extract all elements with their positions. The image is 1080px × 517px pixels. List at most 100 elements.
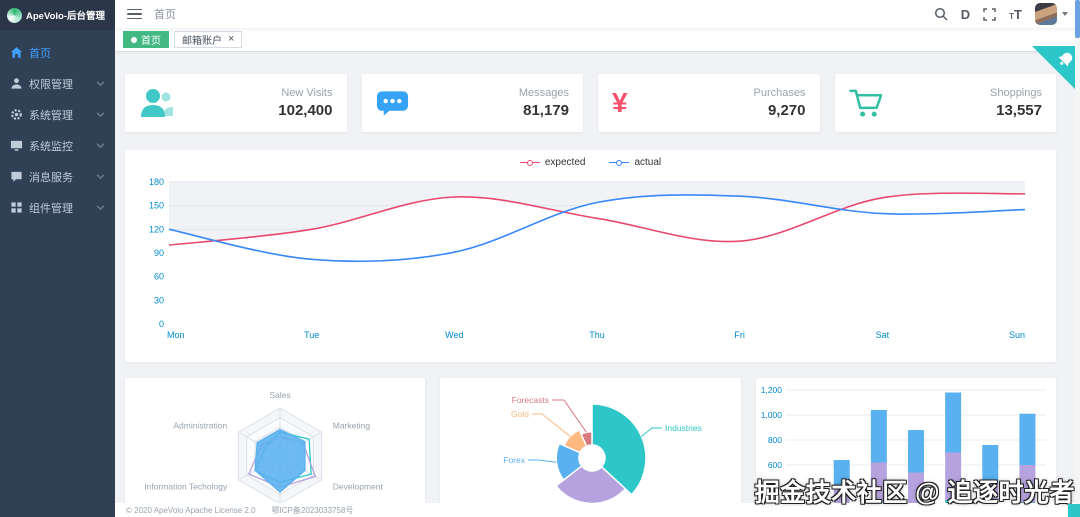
pie-slice-technology <box>555 464 627 505</box>
fullscreen-icon[interactable] <box>983 7 996 21</box>
chevron-down-icon <box>96 110 105 119</box>
bar-segment <box>1019 465 1036 503</box>
bar-chart: 600 800 1,000 1,200 <box>760 385 1046 517</box>
sidebar: ApeVolo-后台管理 首页 权限管理 系统管理 系统监控 <box>0 0 115 517</box>
sidebar-item-home[interactable]: 首页 <box>0 37 115 68</box>
breadcrumb[interactable]: 首页 <box>154 9 176 21</box>
y-axis-label: 0 <box>159 319 164 329</box>
icp-text: 鄂ICP备2023033758号 <box>271 505 354 515</box>
y-axis-label: 60 <box>154 272 164 282</box>
y-axis-label: 180 <box>149 177 164 187</box>
tab-label: 首页 <box>141 36 161 47</box>
radar-indicator-label: Marketing <box>333 421 371 431</box>
y-axis-label: 600 <box>767 460 781 470</box>
sidebar-item-monitoring[interactable]: 系统监控 <box>0 130 115 161</box>
series-line-expected <box>168 192 1026 246</box>
y-axis-label: 1,000 <box>760 410 782 420</box>
avatar[interactable] <box>1035 3 1057 25</box>
x-axis-label: Wed <box>445 330 463 340</box>
app-title: ApeVolo-后台管理 <box>26 11 105 22</box>
message-bubble-icon <box>376 89 409 117</box>
sidebar-item-components[interactable]: 组件管理 <box>0 192 115 223</box>
scrollbar-track[interactable] <box>1075 0 1080 517</box>
legend-item-actual[interactable]: actual <box>609 157 661 168</box>
y-axis-label: 800 <box>767 435 781 445</box>
stat-card-purchases[interactable]: ¥ Purchases 9,270 <box>598 74 820 132</box>
hamburger-icon[interactable] <box>127 8 142 20</box>
pie-label-line <box>641 427 663 437</box>
y-axis-label: 150 <box>149 201 164 211</box>
series-area <box>169 194 1025 324</box>
caret-down-icon <box>1062 12 1068 16</box>
stat-card-new-visits[interactable]: New Visits 102,400 <box>125 74 347 132</box>
pie-slice-industries <box>591 403 648 496</box>
tab-email-account[interactable]: 邮箱账户 × <box>174 31 243 48</box>
stat-value: 102,400 <box>278 102 333 119</box>
stat-label: Messages <box>518 87 569 99</box>
search-icon[interactable] <box>934 7 948 21</box>
sidebar-item-label: 首页 <box>29 47 51 60</box>
docs-icon[interactable]: D <box>960 6 971 22</box>
notification-ribbon[interactable] <box>1032 46 1080 94</box>
x-axis-label: Mon <box>167 330 185 340</box>
sidebar-item-messages[interactable]: 消息服务 <box>0 161 115 192</box>
chevron-down-icon <box>96 141 105 150</box>
stat-card-messages[interactable]: Messages 81,179 <box>361 74 583 132</box>
radar-indicator-label: Administration <box>173 421 227 431</box>
x-axis-label: Sat <box>876 330 890 340</box>
x-axis-label: Thu <box>589 330 605 340</box>
stat-value: 81,179 <box>523 102 569 119</box>
sidebar-item-label: 权限管理 <box>29 78 73 91</box>
message-icon <box>10 170 23 183</box>
sidebar-item-system[interactable]: 系统管理 <box>0 99 115 130</box>
dashboard-content: New Visits 102,400 Messages 81,179 ¥ <box>115 52 1080 517</box>
bar-segment <box>1019 413 1036 465</box>
stat-text: Purchases 9,270 <box>754 87 806 119</box>
radar-indicator-label: Sales <box>269 390 290 400</box>
pie-slice-gold <box>563 429 588 454</box>
pie-label: Industries <box>665 423 702 433</box>
bar-segment <box>907 472 924 508</box>
components-icon <box>10 201 23 214</box>
bar-segment <box>833 460 850 485</box>
sidebar-item-label: 系统管理 <box>29 109 73 122</box>
stat-card-shoppings[interactable]: Shoppings 13,557 <box>834 74 1056 132</box>
user-menu[interactable] <box>1035 3 1068 25</box>
active-tab-dot <box>131 36 137 43</box>
app-logo[interactable]: ApeVolo-后台管理 <box>0 0 115 30</box>
scrollbar-thumb[interactable] <box>1075 0 1080 38</box>
pie-label: Forex <box>504 455 526 465</box>
pie-label: Forecasts <box>512 395 549 405</box>
sidebar-item-permissions[interactable]: 权限管理 <box>0 68 115 99</box>
bar-segment <box>944 392 961 453</box>
gear-icon <box>10 108 23 121</box>
stat-text: New Visits 102,400 <box>278 87 332 119</box>
close-tab-icon[interactable]: × <box>228 33 235 45</box>
stat-value: 9,270 <box>767 102 806 119</box>
legend-marker <box>519 159 540 166</box>
tab-home[interactable]: 首页 <box>123 31 169 48</box>
pie-chart: Forecasts Gold Forex Industries <box>504 395 702 505</box>
user-icon <box>10 77 23 90</box>
legend-item-expected[interactable]: expected <box>519 157 585 168</box>
radar-chart-panel: Sales Administration Information Techology… <box>125 378 426 517</box>
stat-cards-row: New Visits 102,400 Messages 81,179 ¥ <box>125 74 1056 132</box>
x-axis-label: Tue <box>304 330 319 340</box>
x-axis-label: Sun <box>1009 330 1025 340</box>
chart-legend: expected actual <box>125 157 1056 168</box>
stat-label: New Visits <box>281 87 333 99</box>
radar-series <box>254 428 306 493</box>
logo-icon <box>7 7 22 23</box>
series-line-actual <box>168 194 1026 263</box>
chevron-down-icon <box>96 203 105 212</box>
corner-accent[interactable] <box>1068 504 1080 517</box>
ribbon-triangle <box>1032 46 1080 94</box>
pie-label: Gold <box>511 409 529 419</box>
tab-label: 邮箱账户 <box>182 36 222 47</box>
tags-view: 首页 邮箱账户 × <box>115 28 1080 52</box>
